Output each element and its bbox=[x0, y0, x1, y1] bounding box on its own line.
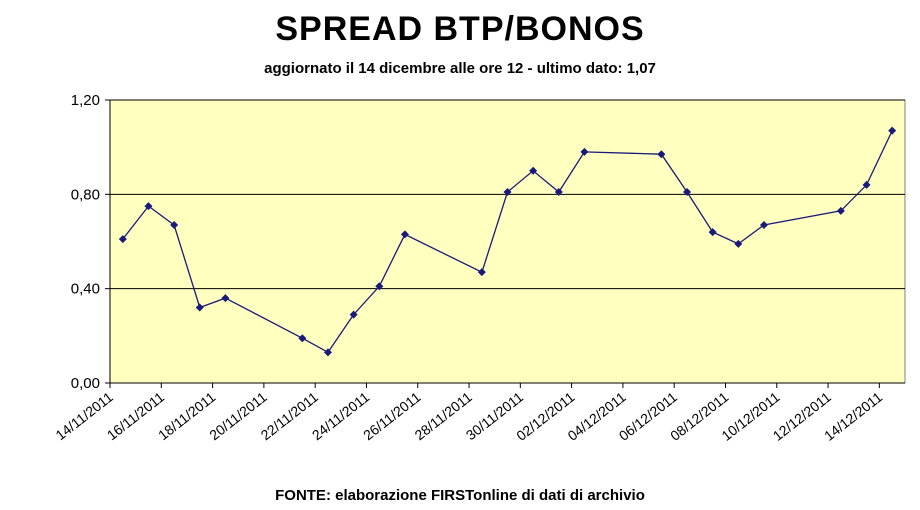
y-axis-ticks: 0,00 0,40 0,80 1,20 bbox=[71, 92, 110, 392]
data-point bbox=[862, 180, 871, 189]
chart-source: FONTE: elaborazione FIRSTonline di dati … bbox=[275, 487, 645, 504]
data-point bbox=[375, 282, 384, 291]
data-point bbox=[888, 126, 897, 135]
data-point bbox=[298, 334, 307, 343]
data-point bbox=[144, 202, 153, 211]
data-point bbox=[734, 239, 743, 248]
data-point bbox=[657, 150, 666, 159]
data-point bbox=[195, 303, 204, 312]
data-point bbox=[554, 187, 563, 196]
data-point bbox=[580, 147, 589, 156]
plot-area bbox=[109, 99, 906, 384]
data-point bbox=[221, 294, 230, 303]
y-tick-label: 0,40 bbox=[71, 281, 100, 298]
data-point bbox=[708, 228, 717, 237]
x-axis-ticks: 14/11/201116/11/201118/11/201120/11/2011… bbox=[52, 383, 885, 444]
data-point bbox=[323, 348, 332, 357]
data-point bbox=[400, 230, 409, 239]
data-point bbox=[118, 235, 127, 244]
data-point bbox=[477, 268, 486, 277]
x-tick-label: 14/12/2011 bbox=[821, 389, 885, 444]
data-point bbox=[836, 206, 845, 215]
axes bbox=[109, 100, 905, 384]
y-tick-label: 0,80 bbox=[71, 186, 100, 203]
data-points bbox=[118, 126, 897, 357]
data-point bbox=[503, 187, 512, 196]
y-tick-label: 1,20 bbox=[71, 92, 100, 109]
data-point bbox=[529, 166, 538, 175]
data-point bbox=[170, 220, 179, 229]
data-point bbox=[683, 187, 692, 196]
y-tick-label: 0,00 bbox=[71, 375, 100, 392]
data-point bbox=[759, 220, 768, 229]
data-point bbox=[349, 310, 358, 319]
chart-subtitle: aggiornato il 14 dicembre alle ore 12 - … bbox=[264, 60, 656, 77]
chart-title: SPREAD BTP/BONOS bbox=[275, 10, 645, 48]
